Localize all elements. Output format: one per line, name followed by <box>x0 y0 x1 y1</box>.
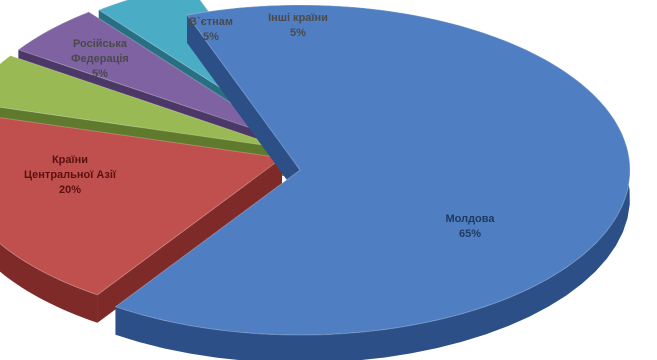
labels-layer: Молдова 65% Країни Центральної Азії 20% Росій… <box>24 12 495 240</box>
slice-label: Інші країни 5% <box>268 12 328 39</box>
pie-slice-wall <box>97 158 282 323</box>
slice-label: В`єтнам 5% <box>189 16 233 43</box>
slice-label: Російська Федерація 5% <box>71 38 129 80</box>
slice-label: Країни Центральної Азії 20% <box>24 154 117 196</box>
slice-label: Молдова 65% <box>445 213 495 240</box>
pie-slice-wall <box>187 14 300 199</box>
slices-layer <box>0 0 631 360</box>
pie-slice-top <box>0 117 284 296</box>
pie-slice-top <box>114 4 631 336</box>
pie-slice-top <box>17 11 293 143</box>
pie-slice-top <box>0 55 285 149</box>
pie-slice-side <box>115 5 630 360</box>
pie-slice <box>0 117 284 323</box>
pie-slice <box>114 4 631 360</box>
pie-slice-side <box>0 243 98 323</box>
